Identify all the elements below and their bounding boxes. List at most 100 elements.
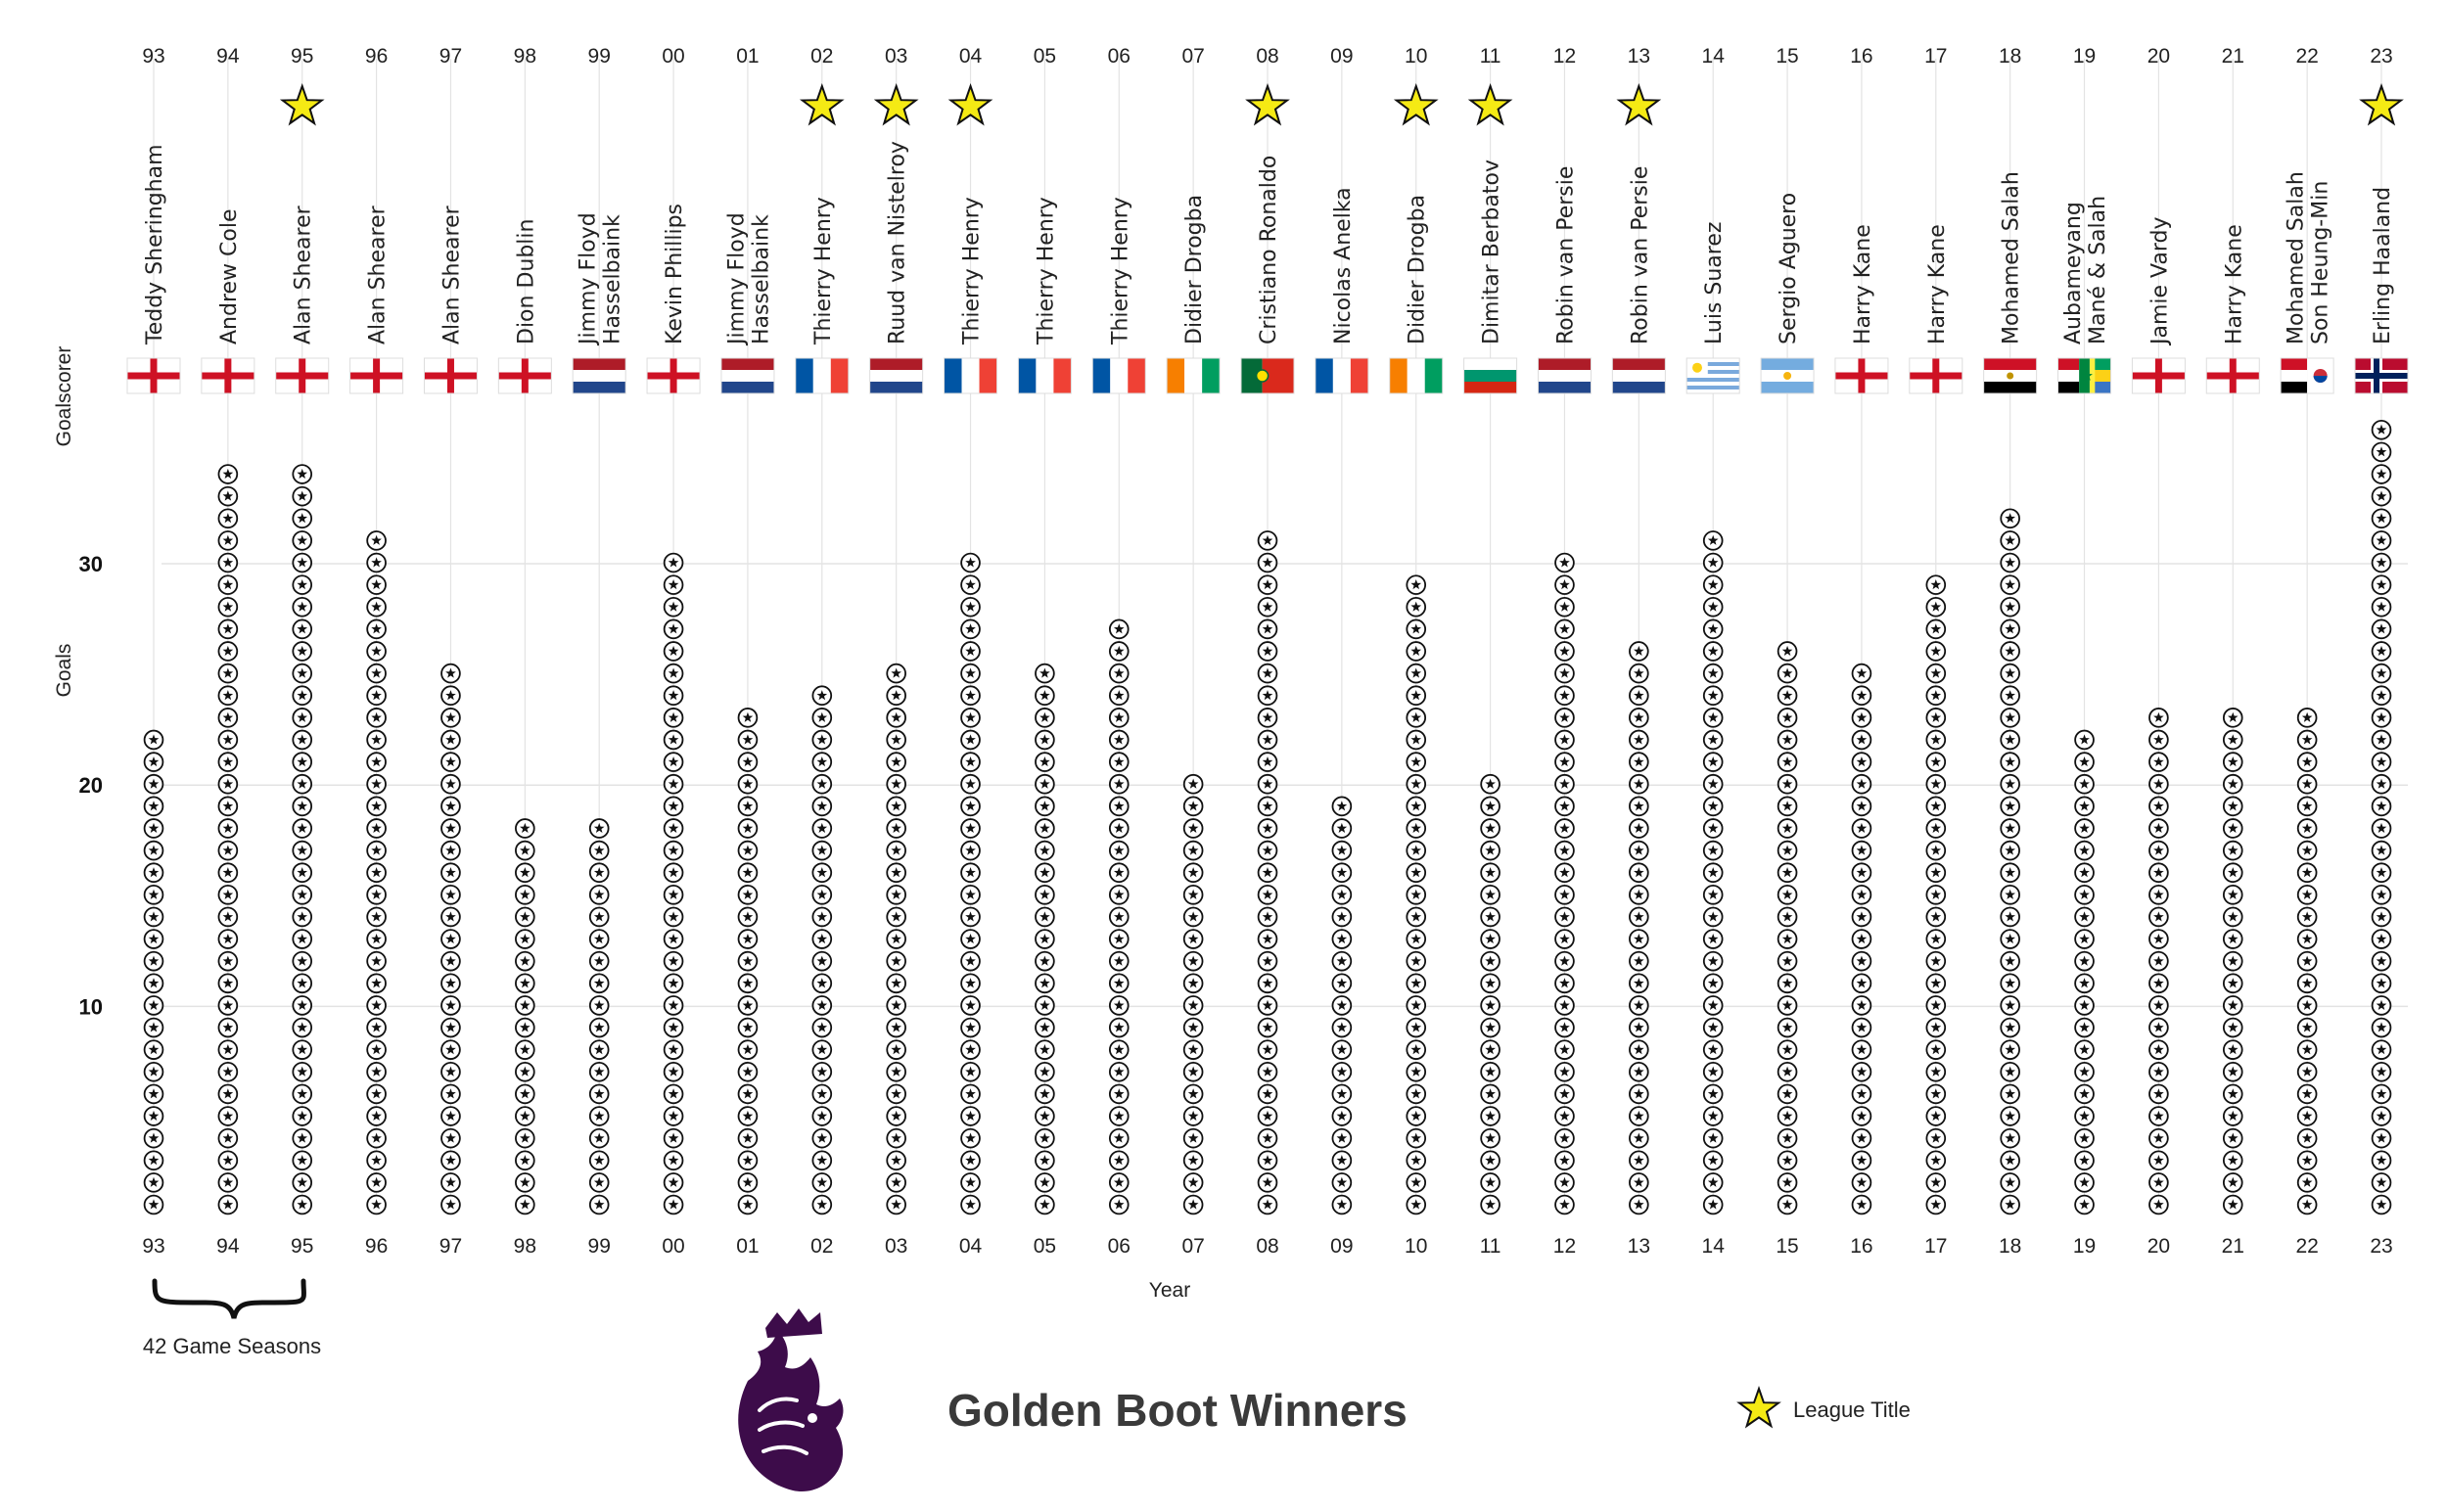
goal-ball-pattern — [1262, 601, 1273, 612]
goal-ball-pattern — [1113, 756, 1125, 767]
x-axis-label: Year — [1149, 1279, 1190, 1302]
goal-ball-pattern — [965, 955, 976, 966]
flag-bulgaria — [1463, 357, 1518, 394]
goal-ball-pattern — [891, 978, 901, 988]
goal-ball-pattern — [222, 911, 234, 922]
goal-ball-pattern — [1781, 1110, 1793, 1122]
goal-ball-pattern — [1781, 1022, 1793, 1032]
goal-ball-pattern — [1187, 1176, 1199, 1187]
goal-ball-pattern — [148, 1044, 160, 1055]
flag-part — [795, 358, 813, 393]
goal-ball-pattern — [2227, 1199, 2239, 1210]
year-label-bottom: 04 — [959, 1235, 983, 1258]
flag-part — [1255, 369, 1270, 383]
goal-ball-pattern — [2079, 1044, 2090, 1055]
goal-ball-pattern — [1856, 999, 1868, 1010]
goal-ball-pattern — [2005, 579, 2015, 590]
goal-ball-pattern — [2376, 1110, 2387, 1122]
goal-ball-pattern — [1262, 778, 1273, 789]
goal-ball-pattern — [1039, 822, 1050, 833]
goal-ball-pattern — [371, 1155, 382, 1166]
goal-ball-pattern — [1336, 1199, 1348, 1210]
goal-ball-pattern — [371, 778, 382, 789]
goal-ball-pattern — [445, 690, 456, 701]
goal-ball-pattern — [2376, 446, 2387, 457]
goal-ball-pattern — [1039, 756, 1050, 767]
goal-ball-pattern — [2227, 978, 2239, 988]
goal-ball-pattern — [222, 867, 234, 878]
goalscorer-name: Alan Shearer — [440, 205, 465, 344]
goal-ball-pattern — [1707, 557, 1719, 568]
goal-ball-pattern — [668, 822, 679, 833]
goal-ball-pattern — [1707, 1088, 1719, 1099]
flag-gabon_senegal_egypt — [2057, 357, 2112, 394]
year-label-top: 93 — [142, 45, 164, 68]
goal-ball-pattern — [2227, 1176, 2239, 1187]
goal-ball-pattern — [1410, 711, 1422, 722]
goal-ball-pattern — [1485, 1199, 1496, 1210]
goal-ball-pattern — [520, 1066, 531, 1077]
goal-ball-pattern — [148, 933, 160, 944]
goal-ball-pattern — [965, 557, 976, 568]
flag-part — [1463, 370, 1517, 382]
goal-ball-pattern — [1187, 845, 1199, 855]
goal-ball-pattern — [1930, 1155, 1942, 1166]
goal-ball-pattern — [2079, 1110, 2090, 1122]
goalscorer-name: Robin van Persie — [1554, 166, 1579, 344]
goal-ball-pattern — [965, 1132, 976, 1143]
year-label-bottom: 01 — [736, 1235, 759, 1258]
goalscorer-name: Teddy Sheringham — [143, 144, 167, 345]
goal-ball-pattern — [1707, 1155, 1719, 1166]
goal-ball-pattern — [2376, 557, 2387, 568]
goal-ball-pattern — [742, 867, 754, 878]
goal-ball-pattern — [1559, 623, 1570, 634]
goal-ball-pattern — [445, 1199, 456, 1210]
goal-ball-pattern — [2376, 999, 2387, 1010]
goal-ball-pattern — [593, 1132, 605, 1143]
goal-ball-pattern — [1930, 1176, 1942, 1187]
goal-ball-pattern — [222, 690, 234, 701]
goal-ball-pattern — [2005, 978, 2015, 988]
goal-ball-pattern — [2005, 645, 2015, 657]
goal-ball-pattern — [668, 711, 679, 722]
goal-ball-pattern — [222, 490, 234, 501]
flag-egypt_korea — [2280, 357, 2334, 394]
goal-ball-pattern — [371, 978, 382, 988]
goal-ball-pattern — [1113, 1110, 1125, 1122]
goal-ball-pattern — [445, 1176, 456, 1187]
goal-ball-pattern — [816, 978, 828, 988]
goal-ball-pattern — [445, 978, 456, 988]
year-label-bottom: 94 — [216, 1235, 240, 1258]
goal-ball-pattern — [668, 557, 679, 568]
goal-ball-pattern — [222, 1110, 234, 1122]
goal-ball-pattern — [668, 1176, 679, 1187]
goal-ball-pattern — [742, 734, 754, 745]
goal-ball-pattern — [2376, 1132, 2387, 1143]
goal-ball-pattern — [965, 601, 976, 612]
goal-ball-pattern — [742, 1066, 754, 1077]
goal-ball-pattern — [1039, 734, 1050, 745]
flag-part — [2229, 358, 2237, 393]
flag-part — [1783, 372, 1792, 380]
goal-ball-pattern — [445, 778, 456, 789]
goal-ball-pattern — [297, 534, 308, 545]
goal-ball-pattern — [891, 867, 901, 878]
flag-part — [1686, 374, 1740, 378]
goal-ball-pattern — [297, 1110, 308, 1122]
goal-ball-pattern — [593, 1044, 605, 1055]
goal-ball-pattern — [1930, 623, 1942, 634]
flag-border — [1389, 357, 1444, 394]
premier-league-logo — [738, 1308, 844, 1492]
year-label-bottom: 96 — [365, 1235, 388, 1258]
goal-ball-pattern — [816, 1022, 828, 1032]
flag-border — [1834, 357, 1889, 394]
goal-ball-pattern — [2079, 1022, 2090, 1032]
goal-ball-pattern — [1856, 911, 1868, 922]
goal-ball-pattern — [668, 999, 679, 1010]
goal-ball-pattern — [1187, 822, 1199, 833]
year-label-top: 08 — [1256, 45, 1278, 68]
goal-ball-pattern — [1262, 1199, 1273, 1210]
goal-ball-pattern — [2153, 1176, 2164, 1187]
goal-ball-pattern — [1262, 645, 1273, 657]
y-axis-label: Goals — [53, 644, 75, 698]
